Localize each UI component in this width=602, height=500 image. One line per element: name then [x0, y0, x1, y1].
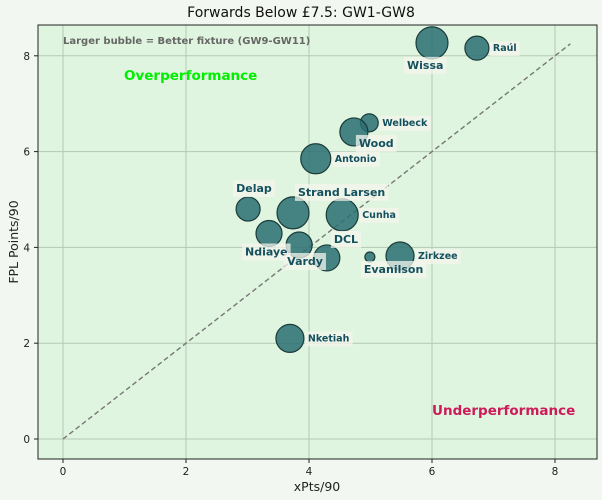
bubble-delap — [235, 196, 261, 222]
label-ndiaye: Ndiaye — [245, 246, 288, 259]
label-zirkzee: Zirkzee — [418, 251, 458, 262]
label-cunha: Cunha — [362, 210, 396, 221]
y-tick-label: 6 — [23, 147, 30, 159]
bubble-evanilson — [364, 251, 376, 263]
x-tick-label: 8 — [552, 466, 559, 478]
x-tick-label: 6 — [429, 466, 436, 478]
label-dcl: DCL — [334, 233, 358, 246]
x-tick-label: 2 — [183, 466, 190, 478]
y-axis-label: FPL Points/90 — [6, 200, 21, 283]
chart-title: Forwards Below £7.5: GW1-GW8 — [187, 5, 415, 21]
bubble-ndiaye — [255, 219, 283, 248]
y-tick-label: 2 — [23, 338, 30, 350]
label-delap: Delap — [236, 182, 272, 195]
bubble-antonio — [300, 143, 332, 175]
bubble-nketiah — [275, 323, 305, 354]
label-evanilson: Evanilson — [364, 263, 423, 276]
label-wissa: Wissa — [407, 59, 443, 72]
point-labels: Wissa Raúl Welbeck Wood Antonio Delap Strand L… — [233, 41, 520, 347]
label-wood: Wood — [359, 137, 394, 150]
label-strand-larsen: Strand Larsen — [298, 186, 385, 199]
reference-line — [62, 43, 571, 440]
y-tick-label: 0 — [23, 434, 30, 446]
bubble-size-note: Larger bubble = Better fixture (GW9-GW11… — [63, 36, 310, 47]
x-axis-label: xPts/90 — [294, 479, 341, 494]
bubble-raúl — [464, 35, 490, 61]
axis-ticks: 0 2 4 6 8 0 2 4 6 8 — [23, 51, 558, 478]
label-welbeck: Welbeck — [382, 118, 428, 129]
bubble-strand-larsen — [276, 196, 310, 230]
underperformance-label: Underperformance — [432, 403, 575, 419]
plot-frame — [37, 24, 598, 460]
label-nketiah: Nketiah — [308, 333, 350, 344]
y-tick-label: 8 — [23, 51, 30, 63]
bubble-wissa — [415, 26, 449, 60]
x-tick-label: 4 — [306, 466, 313, 478]
plot-area — [38, 25, 597, 459]
bubble-cunha — [325, 198, 359, 232]
label-antonio: Antonio — [335, 154, 377, 165]
overperformance-label: Overperformance — [124, 68, 257, 84]
label-vardy: Vardy — [287, 255, 323, 268]
label-raúl: Raúl — [493, 43, 517, 54]
y-tick-label: 4 — [23, 242, 30, 254]
x-tick-label: 0 — [60, 466, 67, 478]
